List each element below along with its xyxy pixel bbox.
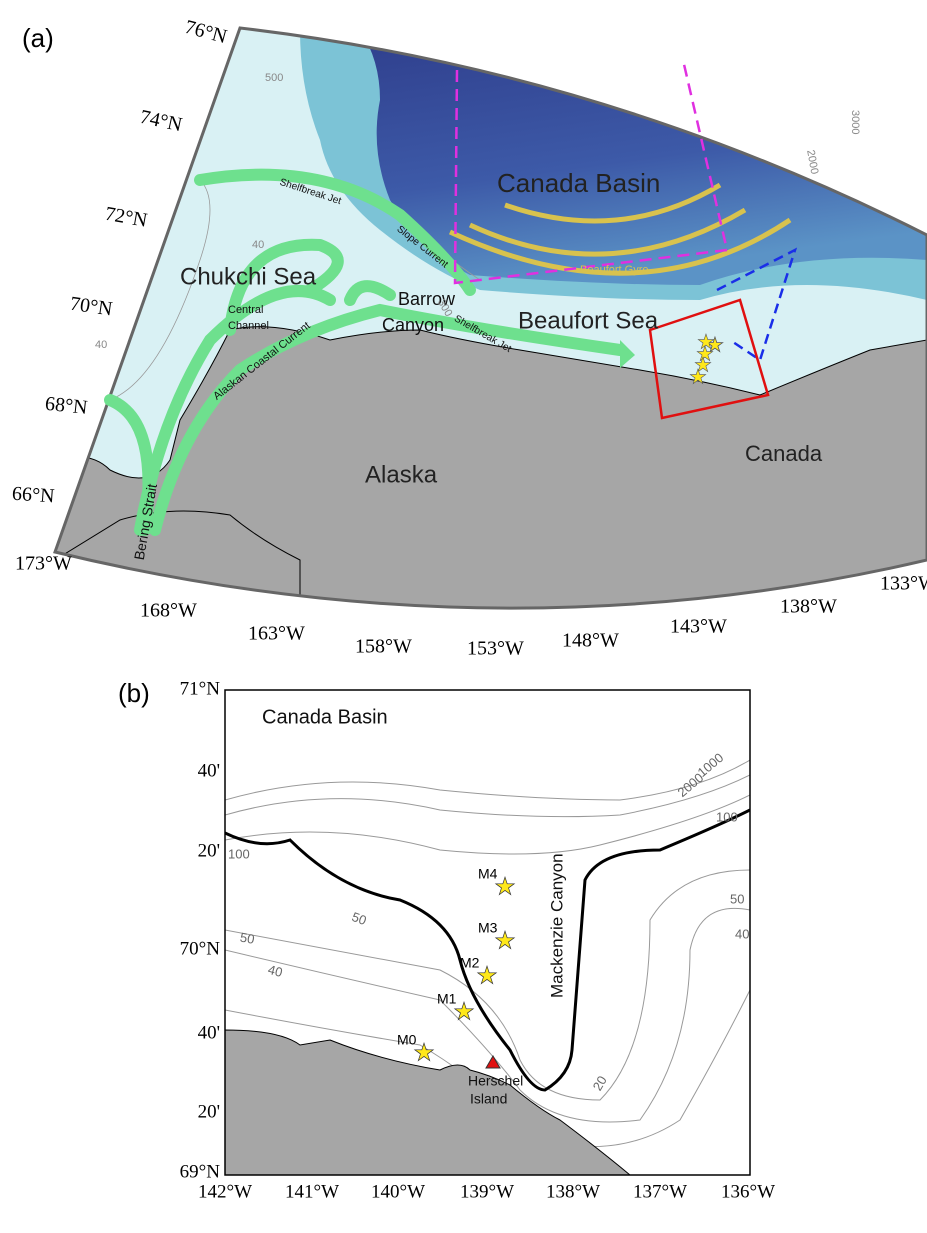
lon-label: 143°W xyxy=(670,616,727,638)
current-label: Central xyxy=(228,304,263,316)
region-label: Chukchi Sea xyxy=(180,263,317,290)
station-star: ★ xyxy=(413,1039,435,1066)
lat-label: 20' xyxy=(198,1101,220,1122)
station-star: ★ xyxy=(494,873,516,900)
lat-label: 74°N xyxy=(138,106,184,136)
lon-label: 137°W xyxy=(633,1181,687,1202)
station-star: ★ xyxy=(494,927,516,954)
lat-label: 70°N xyxy=(180,938,221,959)
region-label: Herschel xyxy=(468,1073,523,1089)
panel-label: (b) xyxy=(118,678,150,708)
contour-label: 2000 xyxy=(804,149,820,175)
station-star: ★ xyxy=(689,366,707,388)
lat-label: 68°N xyxy=(44,393,89,419)
contour-label: 100 xyxy=(228,846,250,861)
lon-label: 138°W xyxy=(546,1181,600,1202)
lon-label: 136°W xyxy=(721,1181,775,1202)
current-label: Beaufort Gyre xyxy=(580,264,648,276)
contour-label: 100 xyxy=(716,809,738,824)
lat-label: 40' xyxy=(198,760,220,781)
lat-label: 76°N xyxy=(183,16,230,48)
lat-label: 72°N xyxy=(103,203,149,232)
lon-label: 173°W xyxy=(15,553,72,575)
region-label: Beaufort Sea xyxy=(518,307,659,334)
region-label: Mackenzie Canyon xyxy=(547,853,566,998)
region-label: Canada Basin xyxy=(262,706,388,728)
lon-label: 133°W xyxy=(880,573,927,595)
region-label: Alaska xyxy=(365,461,438,488)
lon-label: 139°W xyxy=(460,1181,514,1202)
figure: ★ (a) 76°N 74°N 72°N 70°N 68°N 66°N 173°W 168°W 1… xyxy=(0,0,927,1233)
lat-label: 20' xyxy=(198,840,220,861)
panel-label: (a) xyxy=(22,23,54,53)
current-label: Canyon xyxy=(382,315,444,335)
region-label: Canada xyxy=(745,441,823,466)
lat-label: 71°N xyxy=(180,678,221,699)
contour-label: 40 xyxy=(95,339,107,351)
station-star: ★ xyxy=(453,998,475,1025)
lon-label: 158°W xyxy=(355,636,412,658)
region-label: Island xyxy=(470,1091,507,1107)
contour-label: 40 xyxy=(735,926,749,941)
lon-label: 163°W xyxy=(248,623,305,645)
lon-label: 153°W xyxy=(467,638,524,660)
lon-label: 168°W xyxy=(140,600,197,622)
contour-label: 500 xyxy=(265,72,283,84)
lat-label: 66°N xyxy=(11,483,55,508)
region-label: Canada Basin xyxy=(497,168,660,198)
lon-label: 138°W xyxy=(780,596,837,618)
lon-label: 148°W xyxy=(562,630,619,652)
lat-label: 40' xyxy=(198,1022,220,1043)
lon-label: 142°W xyxy=(198,1181,252,1202)
contour-label: 50 xyxy=(730,891,744,906)
contour-label: 3000 xyxy=(849,110,861,134)
lat-label: 69°N xyxy=(180,1161,221,1182)
lon-label: 141°W xyxy=(285,1181,339,1202)
contour-label: 40 xyxy=(252,239,264,251)
station-star: ★ xyxy=(476,962,498,989)
lat-label: 70°N xyxy=(69,293,114,321)
current-label: Channel xyxy=(228,320,269,332)
contour-label: 50 xyxy=(239,930,256,947)
lon-label: 140°W xyxy=(371,1181,425,1202)
